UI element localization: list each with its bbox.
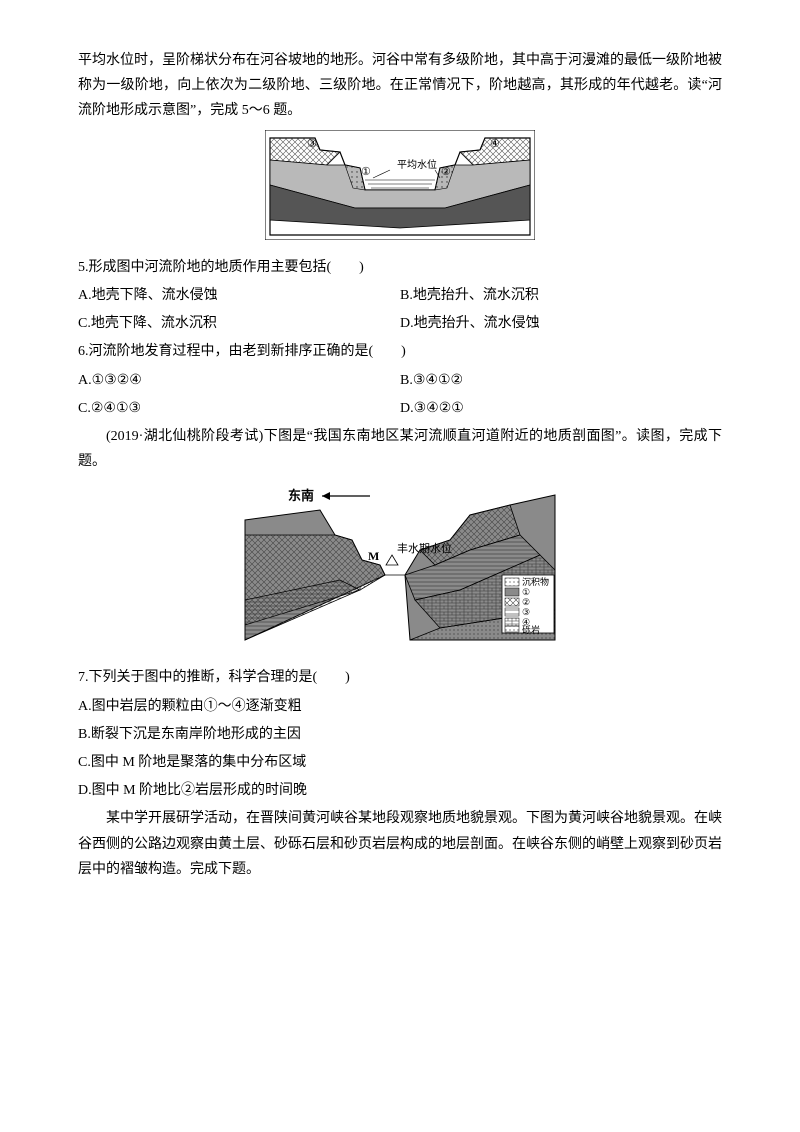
intro-paragraph-1: 平均水位时，呈阶梯状分布在河谷坡地的地形。河谷中常有多级阶地，其中高于河漫滩的最… [78,48,722,124]
legend-2: ② [522,597,530,607]
q6-stem: 6.河流阶地发育过程中，由老到新排序正确的是( ) [78,339,722,364]
label-4: ④ [490,138,500,150]
legend-title: 沉积物 [522,576,549,587]
label-1: ① [361,166,371,178]
q5-option-b: B.地壳抬升、流水沉积 [400,283,722,308]
valley-section-diagram-icon: 东南 M 丰水期水位 沉积物 ① ② ③ ④ 砾岩 [240,480,560,650]
q6-option-b: B.③④①② [400,368,722,393]
legend-shale: 砾岩 [522,624,540,635]
m-label: M [368,549,379,563]
q7-stem: 7.下列关于图中的推断，科学合理的是( ) [78,665,722,690]
diagram-2-container: 东南 M 丰水期水位 沉积物 ① ② ③ ④ 砾岩 [78,480,722,659]
q7-option-b: B.断裂下沉是东南岸阶地形成的主因 [78,722,722,747]
flood-label: 丰水期水位 [397,541,452,555]
label-avg: 平均水位 [397,158,437,171]
dir-label: 东南 [288,488,314,503]
legend-1: ① [522,587,530,597]
legend-3: ③ [522,607,530,617]
q6-option-c: C.②④①③ [78,396,400,421]
label-2: ② [441,166,451,178]
q7-option-d: D.图中 M 阶地比②岩层形成的时间晚 [78,778,722,803]
q6-option-a: A.①③②④ [78,368,400,393]
q5-option-c: C.地壳下降、流水沉积 [78,311,400,336]
intro-paragraph-2: (2019·湖北仙桃阶段考试)下图是“我国东南地区某河流顺直河道附近的地质剖面图… [78,424,722,474]
q5-option-d: D.地壳抬升、流水侵蚀 [400,311,722,336]
q7-option-a: A.图中岩层的颗粒由①～④逐渐变粗 [78,694,722,719]
label-3: ③ [307,138,317,150]
q7-option-c: C.图中 M 阶地是聚落的集中分布区域 [78,750,722,775]
q6-option-d: D.③④②① [400,396,722,421]
intro-paragraph-3: 某中学开展研学活动，在晋陕间黄河峡谷某地段观察地质地貌景观。下图为黄河峡谷地貌景… [78,806,722,882]
terrace-diagram-icon: ③ ① 平均水位 ② ④ [265,130,535,240]
q5-stem: 5.形成图中河流阶地的地质作用主要包括( ) [78,255,722,280]
diagram-1-container: ③ ① 平均水位 ② ④ [78,130,722,249]
q5-option-a: A.地壳下降、流水侵蚀 [78,283,400,308]
